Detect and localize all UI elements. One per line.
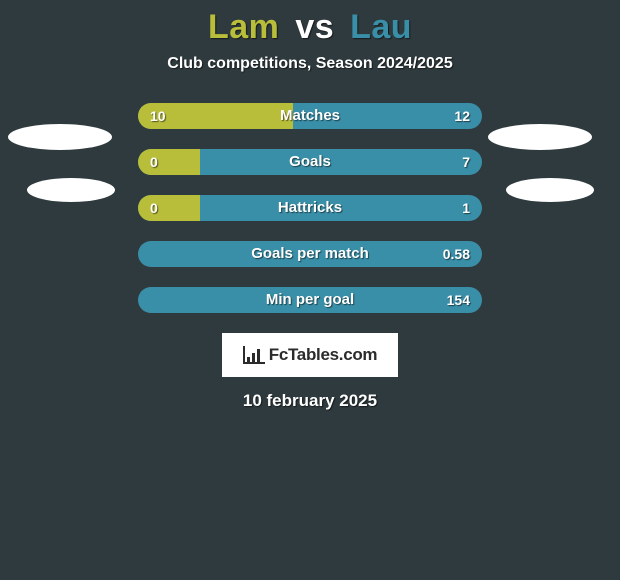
stat-label: Goals per match [138,241,482,267]
stat-value-left: 10 [150,103,166,129]
date: 10 february 2025 [0,391,620,411]
avatar-placeholder-left-1 [8,124,112,150]
stat-row: Goals per match0.58 [138,241,482,267]
title: Lam vs Lau [0,0,620,47]
title-vs: vs [295,8,334,46]
stat-row: Matches10 12 [138,103,482,129]
logo-text: FcTables.com [269,345,378,365]
content: Matches1012Goals07Hattricks01Goals per m… [0,103,620,411]
stat-row: Hattricks0 1 [138,195,482,221]
title-player2: Lau [350,8,412,46]
stat-row: Goals0 7 [138,149,482,175]
logo-box: FcTables.com [222,333,398,377]
stat-label: Min per goal [138,287,482,313]
stat-label: Goals [138,149,482,175]
stat-value-left: 0 [150,195,158,221]
avatar-placeholder-right-2 [506,178,594,202]
avatar-placeholder-right-1 [488,124,592,150]
stat-value-right: 12 [454,103,470,129]
subtitle: Club competitions, Season 2024/2025 [0,55,620,73]
barchart-icon [243,346,265,364]
stat-label: Matches [138,103,482,129]
comparison-card: Lam vs Lau Club competitions, Season 202… [0,0,620,580]
stat-row: Min per goal154 [138,287,482,313]
stat-value-right: 0.58 [443,241,470,267]
stat-value-right: 7 [462,149,470,175]
stat-value-left: 0 [150,149,158,175]
stat-value-right: 1 [462,195,470,221]
stat-label: Hattricks [138,195,482,221]
avatar-placeholder-left-2 [27,178,115,202]
stat-rows: Matches1012Goals07Hattricks01Goals per m… [138,103,482,313]
title-player1: Lam [208,8,279,46]
stat-value-right: 154 [447,287,470,313]
